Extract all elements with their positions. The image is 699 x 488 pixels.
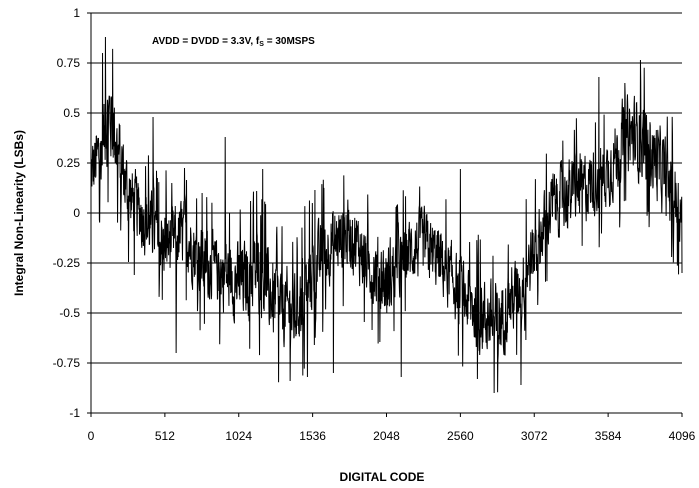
y-axis-title: Integral Non-Linearity (LSBs) [12,130,26,296]
x-tick-label-3: 1536 [299,429,326,443]
y-tick-label-8: -1 [69,406,80,420]
axes [87,12,683,417]
x-tick-label-0: 0 [88,429,95,443]
conditions-annotation: AVDD = DVDD = 3.3V, fS = 30MSPS [152,36,315,48]
annotation-subscript: S [259,41,264,48]
y-tick-label-4: 0 [73,206,80,220]
x-axis-title: DIGITAL CODE [340,470,425,484]
x-tick-label-8: 4096 [669,429,696,443]
y-tick-label-0: 1 [73,6,80,20]
x-tick-labels: 0 512 1024 1536 2048 2560 3072 3584 4096 [88,429,696,443]
y-tick-label-6: -0.5 [59,306,80,320]
inl-series [90,36,683,393]
x-tick-label-2: 1024 [225,429,252,443]
y-tick-label-3: 0.25 [57,156,81,170]
inl-line [90,36,683,393]
y-tick-label-7: -0.75 [53,356,81,370]
y-tick-labels: 1 0.75 0.5 0.25 0 -0.25 -0.5 -0.75 -1 [53,6,81,420]
y-tick-label-5: -0.25 [53,256,81,270]
x-tick-label-7: 3584 [595,429,622,443]
x-tick-label-1: 512 [155,429,175,443]
annotation-prefix: AVDD = DVDD = 3.3V, f [152,36,260,47]
y-tick-label-2: 0.5 [63,106,80,120]
x-tick-label-5: 2560 [447,429,474,443]
x-tick-label-4: 2048 [373,429,400,443]
annotation-suffix: = 30MSPS [264,36,315,47]
y-tick-label-1: 0.75 [57,56,81,70]
x-tick-label-6: 3072 [521,429,548,443]
